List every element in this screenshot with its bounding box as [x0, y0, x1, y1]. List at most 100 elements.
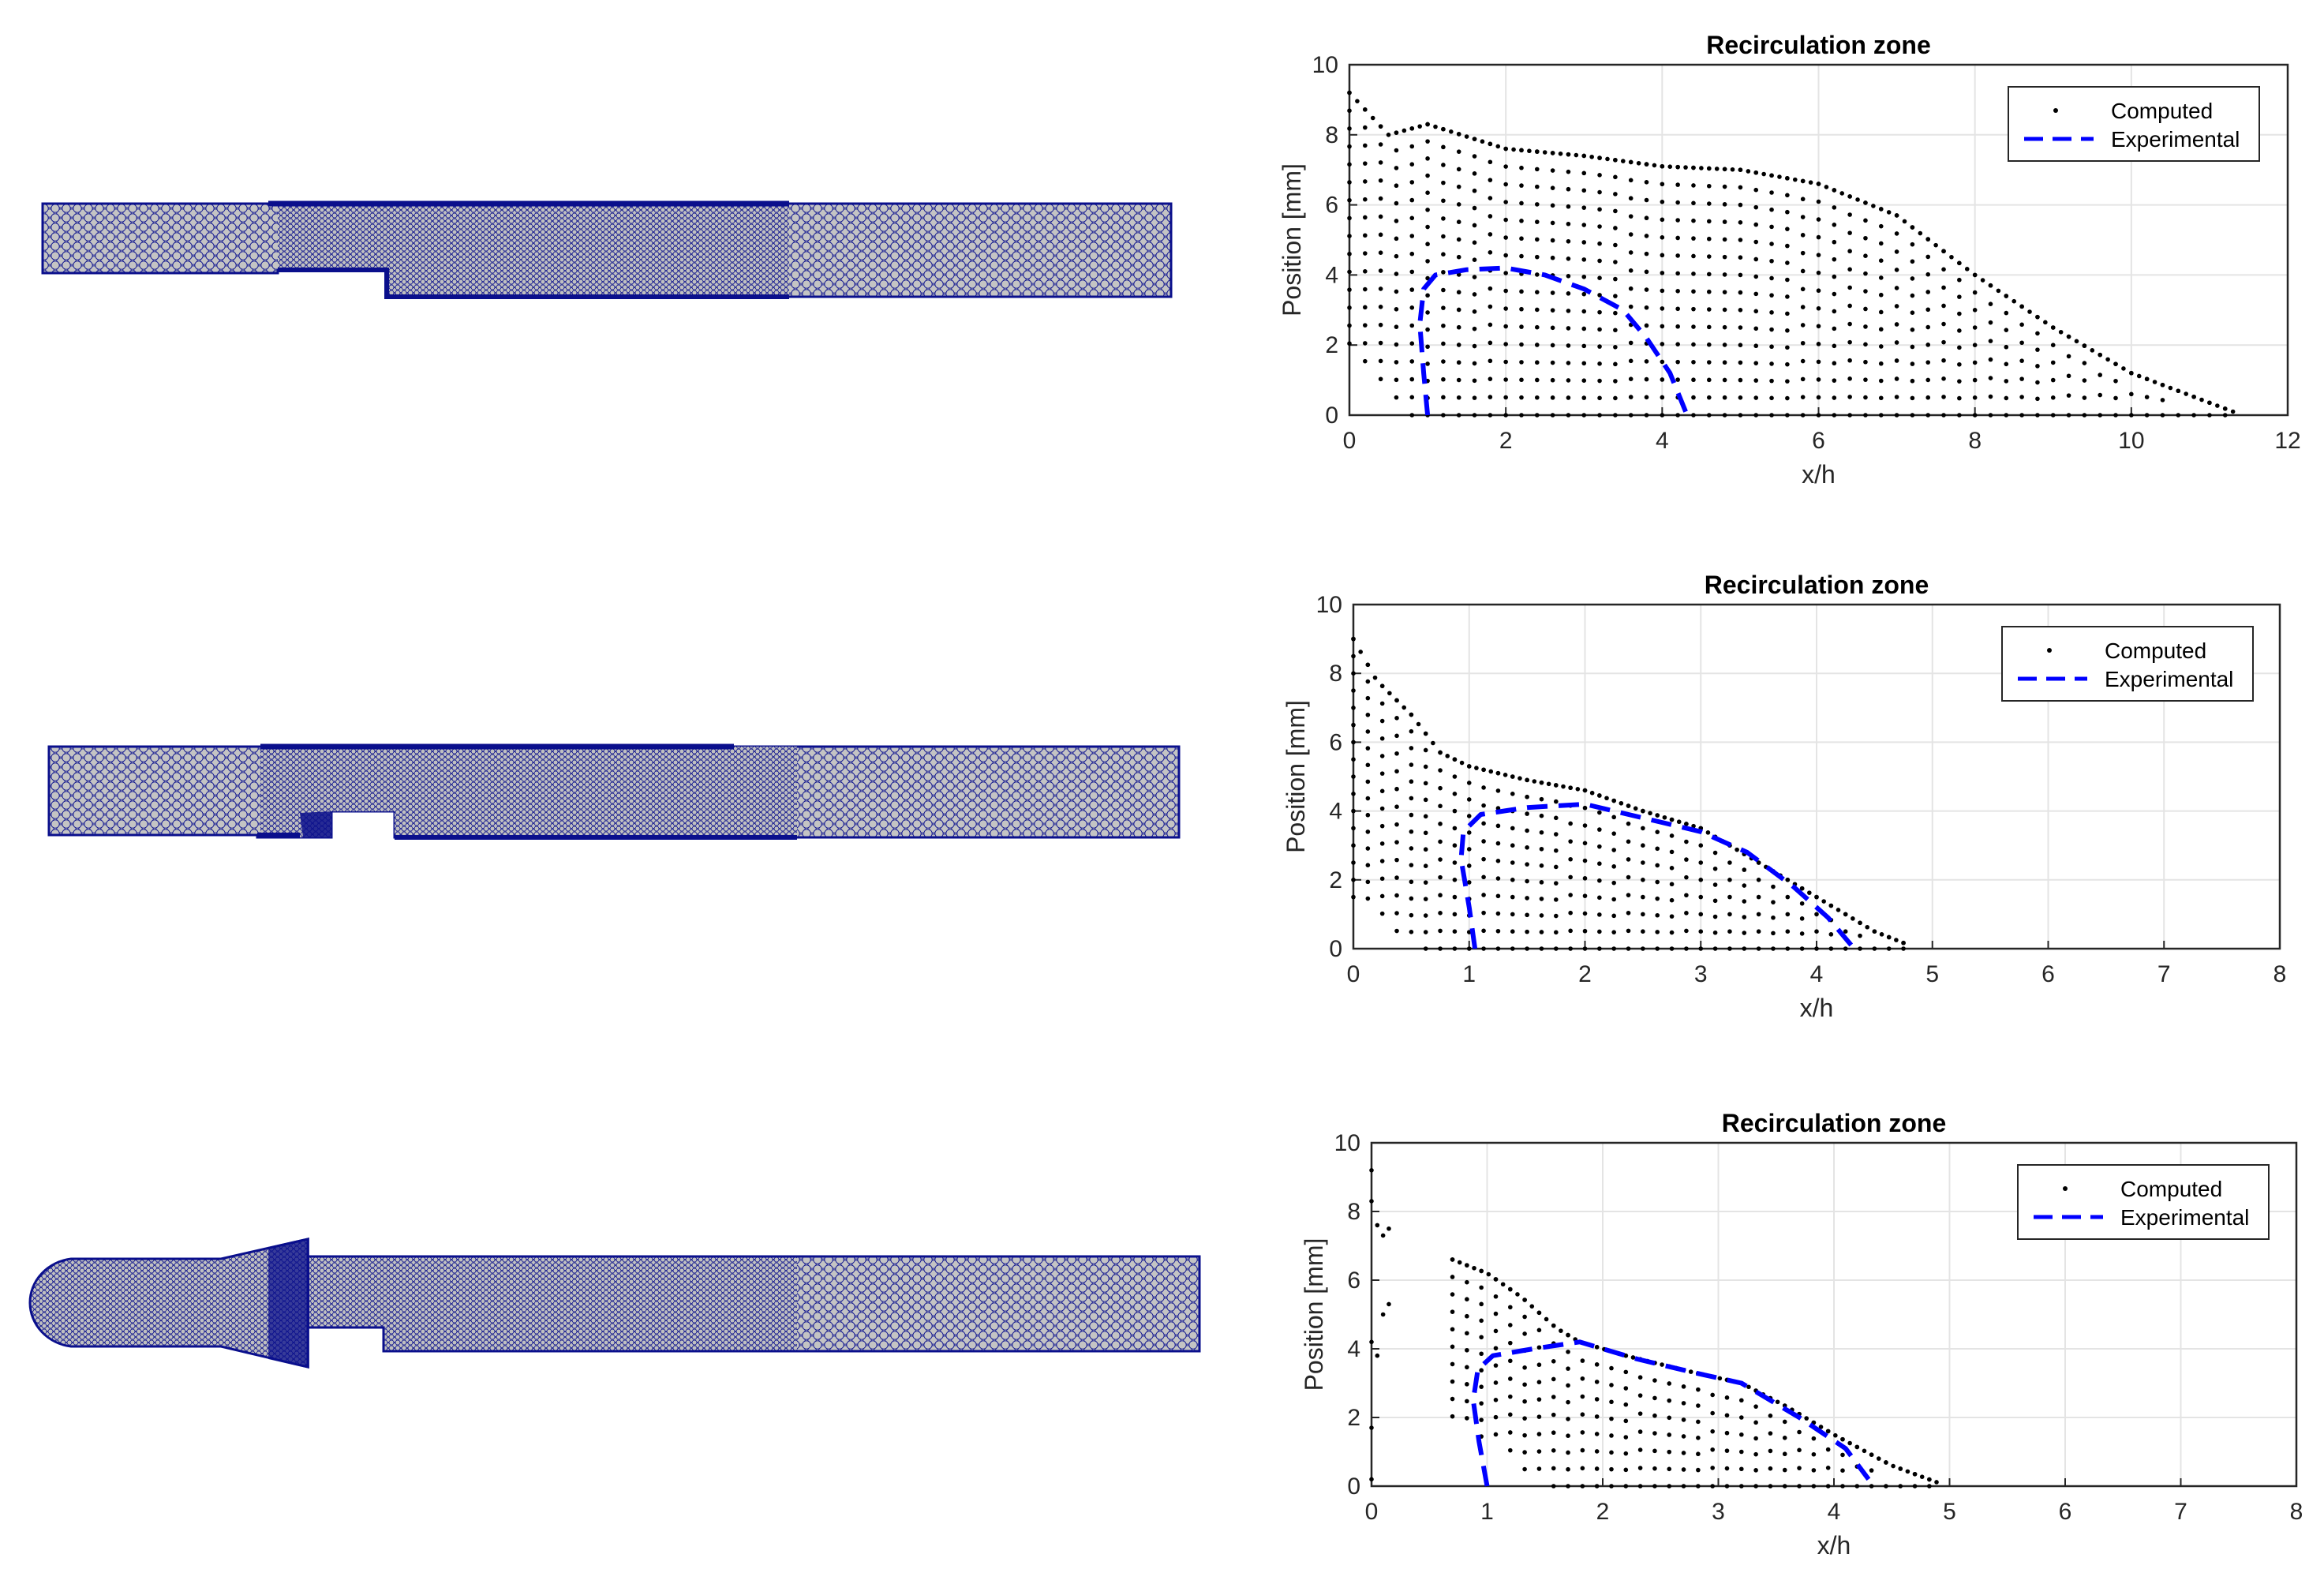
computed-point: [1394, 840, 1399, 844]
computed-point: [2176, 413, 2181, 418]
computed-point: [2113, 395, 2118, 401]
computed-point: [1771, 915, 1776, 920]
computed-point: [1474, 766, 1479, 770]
computed-point: [1566, 1466, 1570, 1472]
mesh-2-refined-band: [260, 747, 797, 837]
computed-point: [1669, 866, 1675, 871]
computed-point: [1847, 321, 1852, 327]
computed-point: [1676, 819, 1682, 825]
computed-point: [1535, 202, 1540, 207]
computed-point: [1438, 768, 1443, 773]
computed-point: [1535, 343, 1540, 347]
computed-point: [1409, 162, 1415, 167]
computed-point: [1566, 343, 1571, 348]
computed-point: [1660, 342, 1665, 346]
computed-point: [1840, 1484, 1845, 1489]
computed-point: [1409, 829, 1414, 834]
computed-point: [1742, 899, 1747, 904]
computed-point: [1628, 376, 1634, 382]
computed-point: [1597, 309, 1602, 315]
mesh-3-plenum: [28, 1238, 309, 1369]
computed-point: [1347, 90, 1352, 95]
computed-point: [1901, 940, 1906, 946]
computed-point: [2090, 348, 2095, 353]
computed-point: [1681, 1434, 1686, 1439]
computed-point: [1394, 324, 1399, 329]
computed-point: [1681, 1401, 1686, 1406]
computed-point: [1811, 1436, 1817, 1441]
computed-point: [1706, 289, 1712, 294]
computed-point: [1488, 304, 1493, 309]
computed-point: [1472, 240, 1477, 245]
computed-point: [1409, 180, 1415, 185]
computed-point: [1816, 377, 1821, 382]
computed-point: [1527, 148, 1532, 154]
computed-point: [1611, 897, 1616, 902]
computed-point: [1669, 833, 1675, 838]
computed-point: [2058, 329, 2064, 335]
x-tick-label: 3: [1712, 1499, 1725, 1525]
computed-point: [1843, 912, 1848, 917]
computed-point: [1724, 1395, 1730, 1400]
axes-box: [1370, 1141, 2298, 1488]
computed-point: [1641, 946, 1645, 951]
computed-point: [1863, 306, 1868, 312]
computed-point: [1675, 306, 1680, 312]
computed-point: [1554, 848, 1559, 853]
computed-point: [1863, 235, 1868, 241]
computed-point: [1441, 270, 1446, 275]
computed-point: [1409, 863, 1414, 867]
computed-point: [1753, 187, 1759, 193]
computed-point: [1568, 946, 1573, 951]
mesh-3-refined-band: [309, 1256, 797, 1351]
computed-point: [1735, 847, 1739, 852]
computed-point: [1347, 287, 1352, 292]
computed-point: [1753, 361, 1759, 365]
computed-point: [1456, 290, 1461, 295]
computed-point: [2082, 343, 2087, 348]
computed-point: [1828, 903, 1834, 908]
computed-point: [1554, 913, 1559, 919]
computed-point: [1452, 946, 1458, 951]
computed-point: [1394, 893, 1399, 898]
computed-point: [1988, 376, 1993, 380]
computed-point: [1495, 911, 1501, 916]
computed-point: [1706, 254, 1712, 259]
computed-point: [1785, 193, 1790, 198]
computed-point: [1488, 340, 1493, 346]
computed-point: [1522, 1432, 1527, 1438]
computed-point: [1611, 814, 1616, 820]
computed-point: [1365, 662, 1371, 668]
computed-point: [2050, 325, 2056, 330]
computed-point: [1800, 305, 1806, 309]
computed-point: [1919, 1474, 1925, 1479]
computed-point: [1769, 173, 1774, 178]
computed-point: [1351, 774, 1356, 779]
computed-point: [1910, 293, 1915, 298]
computed-point: [1597, 344, 1602, 349]
computed-point: [1722, 202, 1727, 207]
computed-point: [1712, 850, 1718, 856]
computed-point: [1597, 275, 1602, 280]
computed-point: [1832, 413, 1837, 418]
computed-point: [1667, 1398, 1672, 1403]
computed-point: [1535, 324, 1540, 330]
computed-point: [1379, 859, 1385, 863]
computed-point: [1488, 214, 1493, 219]
computed-point: [1927, 1477, 1932, 1482]
computed-point: [1662, 814, 1667, 820]
computed-point: [2082, 361, 2087, 365]
computed-point: [1884, 1460, 1888, 1465]
computed-point: [1652, 163, 1657, 168]
computed-point: [1394, 253, 1399, 259]
computed-point: [1522, 1298, 1527, 1302]
computed-point: [1409, 846, 1414, 851]
computed-point: [1611, 831, 1616, 836]
computed-point: [1452, 843, 1458, 848]
computed-point: [1394, 200, 1399, 206]
computed-point: [1696, 1436, 1701, 1440]
computed-point: [1738, 220, 1743, 225]
computed-point: [1441, 126, 1446, 132]
x-tick-label: 0: [1347, 961, 1360, 987]
computed-point: [1655, 896, 1660, 901]
